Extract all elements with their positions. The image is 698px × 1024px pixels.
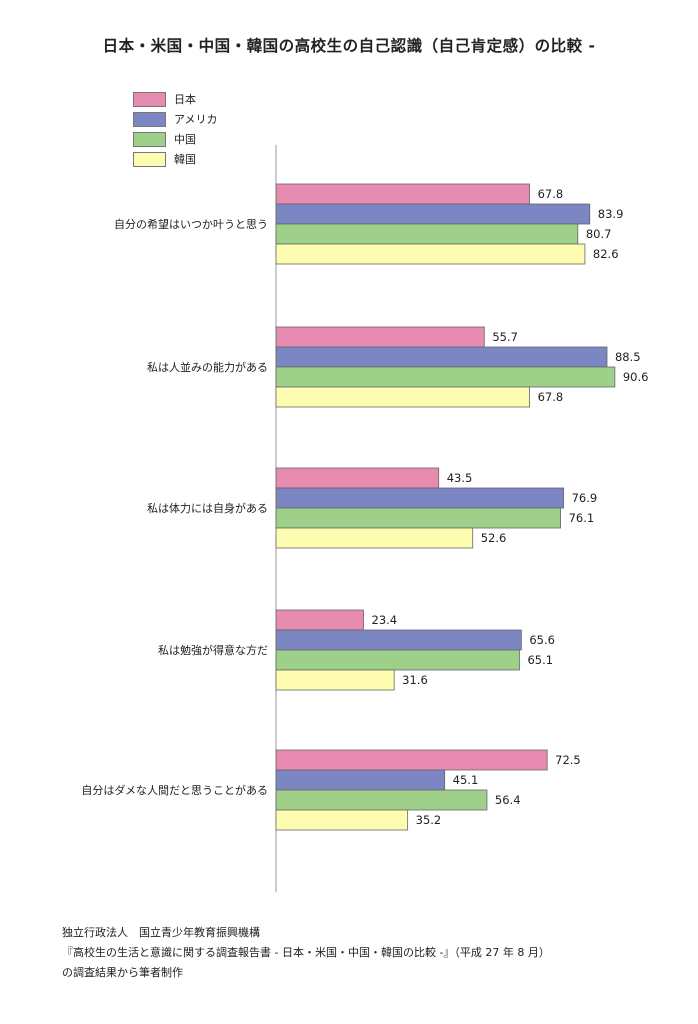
legend-label-korea: 韓国 xyxy=(174,153,196,166)
legend-swatch-china xyxy=(133,131,166,147)
source-note: 独立行政法人 国立青少年教育振興機構 『高校生の生活と意識に関する調査報告書 -… xyxy=(62,923,550,983)
category-label: 自分の希望はいつか叶うと思う xyxy=(114,217,268,231)
legend-item-usa: アメリカ xyxy=(133,109,217,129)
value-label-japan: 55.7 xyxy=(492,330,518,344)
value-label-china: 76.1 xyxy=(569,511,595,525)
legend-swatch-korea xyxy=(133,151,166,167)
legend-swatch-japan xyxy=(133,91,166,107)
value-label-usa: 83.9 xyxy=(598,207,624,221)
category-label: 私は勉強が得意な方だ xyxy=(158,643,268,657)
category-label: 自分はダメな人間だと思うことがある xyxy=(81,783,268,797)
bar-korea xyxy=(275,386,530,408)
bar-chart: 自分の希望はいつか叶うと思う 67.8 83.9 80.7 82.6 私は人並みの能力があ… xyxy=(81,145,649,892)
value-label-korea: 67.8 xyxy=(538,390,564,404)
legend-item-china: 中国 xyxy=(133,129,217,149)
bar-korea xyxy=(275,809,409,831)
bar-china xyxy=(275,507,562,529)
value-label-korea: 35.2 xyxy=(416,813,442,827)
bar-korea xyxy=(275,527,474,549)
value-label-korea: 31.6 xyxy=(402,673,428,687)
category-label: 私は体力には自身がある xyxy=(147,501,268,515)
value-label-korea: 82.6 xyxy=(593,247,619,261)
value-label-usa: 45.1 xyxy=(453,773,479,787)
bar-japan xyxy=(275,609,364,631)
bar-china xyxy=(275,649,520,671)
legend-label-usa: アメリカ xyxy=(174,113,218,126)
value-label-china: 65.1 xyxy=(527,653,553,667)
value-label-korea: 52.6 xyxy=(481,531,507,545)
value-label-japan: 72.5 xyxy=(555,753,581,767)
legend-item-korea: 韓国 xyxy=(133,149,217,169)
legend-swatch-usa xyxy=(133,111,166,127)
bar-usa xyxy=(275,203,591,225)
value-label-usa: 76.9 xyxy=(572,491,598,505)
bar-japan xyxy=(275,183,530,205)
legend-label-japan: 日本 xyxy=(174,93,196,106)
bar-korea xyxy=(275,243,586,265)
source-line-3: の調査結果から筆者制作 xyxy=(62,966,183,979)
bar-japan xyxy=(275,467,440,489)
bar-usa xyxy=(275,629,522,651)
bar-china xyxy=(275,366,616,388)
value-label-japan: 43.5 xyxy=(447,471,473,485)
value-label-usa: 65.6 xyxy=(529,633,555,647)
bar-usa xyxy=(275,346,608,368)
bar-japan xyxy=(275,749,548,771)
value-label-japan: 23.4 xyxy=(372,613,398,627)
bar-korea xyxy=(275,669,395,691)
bar-japan xyxy=(275,326,485,348)
bar-china xyxy=(275,789,488,811)
source-line-1: 独立行政法人 国立青少年教育振興機構 xyxy=(62,926,260,939)
chart-title: 日本・米国・中国・韓国の高校生の自己認識（自己肯定感）の比較 - xyxy=(102,37,596,55)
bar-usa xyxy=(275,487,565,509)
value-label-china: 80.7 xyxy=(586,227,612,241)
legend: 日本 アメリカ 中国 韓国 xyxy=(133,89,217,169)
source-line-2: 『高校生の生活と意識に関する調査報告書 - 日本・米国・中国・韓国の比較 -』（… xyxy=(62,946,550,959)
legend-item-japan: 日本 xyxy=(133,89,217,109)
value-label-china: 56.4 xyxy=(495,793,521,807)
value-label-usa: 88.5 xyxy=(615,350,641,364)
value-label-china: 90.6 xyxy=(623,370,649,384)
bar-usa xyxy=(275,769,446,791)
category-label: 私は人並みの能力がある xyxy=(147,360,268,374)
value-label-japan: 67.8 xyxy=(538,187,564,201)
bar-china xyxy=(275,223,579,245)
legend-label-china: 中国 xyxy=(174,133,196,146)
